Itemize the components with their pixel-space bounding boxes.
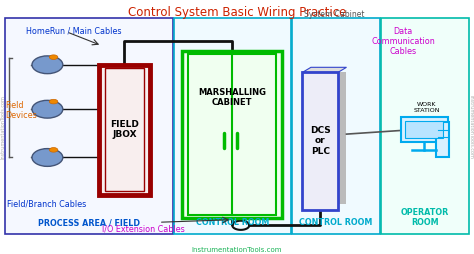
Text: InstrumentationTools.com: InstrumentationTools.com (468, 95, 473, 159)
Bar (405, 121, 443, 138)
Ellipse shape (32, 100, 63, 118)
Text: MARSHALLING
CABINET: MARSHALLING CABINET (198, 88, 266, 107)
Bar (99, 65, 150, 195)
Text: CONTROL ROOM: CONTROL ROOM (196, 218, 269, 227)
Ellipse shape (32, 149, 63, 166)
Text: PROCESS AREA / FIELD: PROCESS AREA / FIELD (38, 218, 140, 227)
Ellipse shape (49, 55, 58, 59)
Bar (302, 72, 338, 210)
Ellipse shape (32, 56, 63, 74)
Text: CONTROL ROOM: CONTROL ROOM (299, 218, 373, 227)
Text: HomeRun / Main Cables: HomeRun / Main Cables (26, 27, 121, 36)
Text: Field
Devices: Field Devices (6, 101, 37, 120)
Bar (182, 51, 282, 218)
Text: Control System Basic Wiring Practice: Control System Basic Wiring Practice (128, 6, 346, 19)
Bar (401, 117, 448, 142)
Text: I/O Extension Cables: I/O Extension Cables (102, 225, 185, 234)
Text: FIELD
JBOX: FIELD JBOX (110, 120, 139, 139)
Text: System Cabinet: System Cabinet (304, 10, 365, 19)
Bar (105, 68, 144, 191)
Bar (436, 122, 449, 157)
Polygon shape (302, 67, 346, 72)
Text: DCS
or
PLC: DCS or PLC (310, 126, 330, 156)
Bar (174, 18, 291, 234)
Text: InstrumentationTools.com: InstrumentationTools.com (1, 95, 6, 159)
Text: Field/Branch Cables: Field/Branch Cables (7, 200, 86, 209)
Bar (338, 72, 346, 204)
Bar (292, 18, 380, 234)
Bar (188, 54, 276, 215)
Text: OPERATOR
ROOM: OPERATOR ROOM (401, 208, 449, 227)
Ellipse shape (49, 99, 58, 104)
Text: InstrumentationTools.com: InstrumentationTools.com (192, 247, 282, 253)
Bar (5, 18, 173, 234)
Text: WORK
STATION: WORK STATION (413, 102, 440, 113)
Ellipse shape (49, 148, 58, 152)
Text: Data
Communication
Cables: Data Communication Cables (371, 27, 435, 56)
Bar (381, 18, 469, 234)
